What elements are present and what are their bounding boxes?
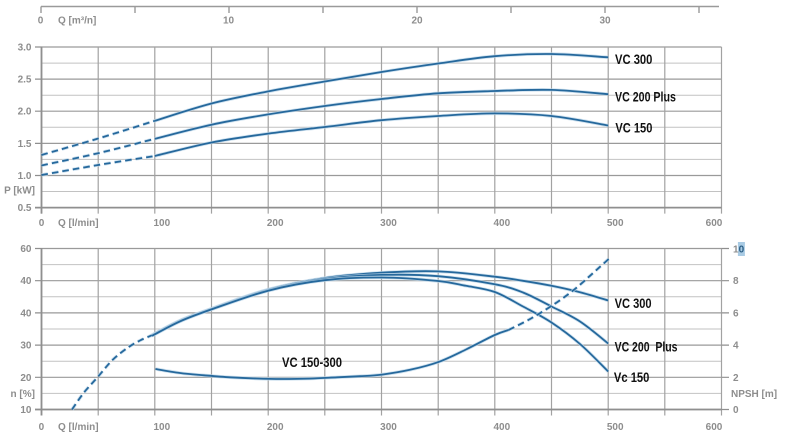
svg-text:n [%]: n [%] <box>11 389 35 400</box>
svg-text:20: 20 <box>411 16 423 27</box>
svg-text:Vc 150: Vc 150 <box>614 369 650 385</box>
svg-text:30: 30 <box>599 16 611 27</box>
svg-text:300: 300 <box>380 218 397 229</box>
svg-text:VC 300: VC 300 <box>615 51 653 67</box>
svg-text:2: 2 <box>733 373 739 384</box>
svg-text:0: 0 <box>39 218 45 229</box>
svg-text:0: 0 <box>733 405 739 416</box>
svg-text:100: 100 <box>153 422 170 433</box>
svg-text:VC 200 Plus: VC 200 Plus <box>615 89 676 105</box>
svg-text:40: 40 <box>20 308 32 319</box>
svg-text:20: 20 <box>20 373 32 384</box>
svg-text:10: 10 <box>20 405 32 416</box>
svg-text:10: 10 <box>223 16 235 27</box>
svg-text:1.5: 1.5 <box>18 139 32 150</box>
svg-text:500: 500 <box>607 218 624 229</box>
svg-text:VC 300: VC 300 <box>615 295 652 311</box>
svg-text:Q [l/min]: Q [l/min] <box>58 218 99 229</box>
svg-text:VC 200 Plus: VC 200 Plus <box>615 339 678 355</box>
svg-text:60: 60 <box>20 244 32 255</box>
svg-text:0: 0 <box>38 16 44 27</box>
svg-text:8: 8 <box>733 276 739 287</box>
svg-text:NPSH [m]: NPSH [m] <box>731 389 777 400</box>
svg-text:2.5: 2.5 <box>18 75 32 86</box>
svg-text:200: 200 <box>267 422 284 433</box>
svg-text:600: 600 <box>706 422 723 433</box>
svg-text:200: 200 <box>267 218 284 229</box>
svg-text:1.0: 1.0 <box>18 171 32 182</box>
svg-text:P [kW]: P [kW] <box>4 186 35 197</box>
svg-text:500: 500 <box>607 422 624 433</box>
svg-text:Q [m³/n]: Q [m³/n] <box>58 16 96 27</box>
svg-text:600: 600 <box>706 218 723 229</box>
svg-text:2.0: 2.0 <box>18 107 32 118</box>
svg-text:0: 0 <box>39 422 45 433</box>
svg-text:VC 150: VC 150 <box>615 120 652 136</box>
svg-text:0.5: 0.5 <box>18 203 32 214</box>
svg-text:VC 150-300: VC 150-300 <box>282 354 342 370</box>
svg-text:4: 4 <box>733 341 739 352</box>
svg-text:30: 30 <box>20 341 32 352</box>
svg-text:Q [l/min]: Q [l/min] <box>58 422 99 433</box>
svg-text:10: 10 <box>733 245 745 256</box>
svg-text:400: 400 <box>493 422 510 433</box>
svg-text:40: 40 <box>20 276 32 287</box>
svg-text:300: 300 <box>380 422 397 433</box>
svg-text:100: 100 <box>153 218 170 229</box>
svg-text:3.0: 3.0 <box>18 43 32 54</box>
svg-text:6: 6 <box>733 308 739 319</box>
svg-text:400: 400 <box>493 218 510 229</box>
